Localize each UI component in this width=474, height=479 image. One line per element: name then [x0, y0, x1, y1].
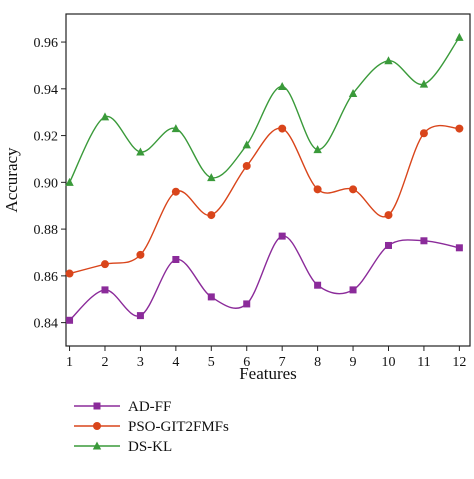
x-tick-label: 9	[350, 355, 357, 370]
y-tick-label: 0.86	[34, 270, 59, 285]
x-tick-label: 11	[417, 355, 430, 370]
legend-label: PSO-GIT2FMFs	[128, 419, 229, 435]
legend-marker	[93, 402, 101, 410]
data-point-ad-ff	[136, 312, 144, 320]
y-tick-label: 0.96	[34, 36, 59, 51]
x-tick-label: 4	[172, 355, 179, 370]
data-point-pso-git2fmfs	[207, 211, 216, 220]
data-point-ds-kl	[277, 81, 287, 90]
data-point-ds-kl	[242, 140, 251, 149]
legend-marker	[92, 441, 102, 450]
data-point-ds-kl	[100, 112, 110, 121]
x-tick-label: 7	[279, 355, 286, 370]
x-tick-label: 5	[208, 355, 215, 370]
data-point-pso-git2fmfs	[278, 124, 287, 133]
data-point-ad-ff	[455, 244, 463, 252]
data-point-ds-kl	[313, 145, 322, 154]
x-tick-label: 2	[101, 355, 108, 370]
y-tick-label: 0.94	[34, 83, 59, 98]
data-point-ad-ff	[66, 316, 74, 324]
data-point-pso-git2fmfs	[455, 124, 464, 133]
y-tick-label: 0.88	[34, 223, 59, 238]
legend-label: AD-FF	[128, 399, 171, 415]
data-point-ad-ff	[243, 300, 251, 308]
data-point-ds-kl	[419, 79, 429, 88]
data-point-ds-kl	[136, 147, 145, 156]
data-point-ds-kl	[171, 124, 181, 133]
series-group	[65, 32, 464, 324]
legend: AD-FF PSO-GIT2FMFs DS-KL	[74, 399, 229, 455]
plot-frame	[65, 13, 471, 347]
data-point-ad-ff	[101, 286, 109, 294]
x-tick-label: 6	[243, 355, 250, 370]
x-axis-label: Features	[239, 364, 297, 383]
x-tick-label: 1	[66, 355, 73, 370]
series-ad-ff	[66, 232, 463, 324]
y-tick-label: 0.92	[34, 130, 59, 145]
legend-label: DS-KL	[128, 439, 172, 455]
legend-item-pso-git2fmfs: PSO-GIT2FMFs	[74, 419, 229, 435]
series-ds-kl	[65, 32, 464, 186]
data-point-ds-kl	[384, 56, 393, 65]
data-point-pso-git2fmfs	[136, 250, 145, 259]
x-tick-label: 8	[314, 355, 321, 370]
data-point-ds-kl	[65, 177, 74, 186]
series-pso-git2fmfs	[65, 124, 464, 278]
data-point-pso-git2fmfs	[242, 161, 251, 170]
data-point-pso-git2fmfs	[100, 260, 109, 269]
series-line-ds-kl	[68, 36, 460, 183]
data-point-ad-ff	[420, 237, 428, 245]
x-tick-label: 3	[137, 355, 144, 370]
data-point-ad-ff	[207, 293, 215, 301]
data-point-pso-git2fmfs	[419, 129, 428, 138]
axis-ticks: 0.840.860.880.900.920.940.961 2 3 4 5 6 7 8 9 10 1…	[34, 36, 467, 370]
data-point-ad-ff	[349, 286, 357, 294]
data-point-pso-git2fmfs	[171, 187, 180, 196]
data-point-pso-git2fmfs	[65, 269, 74, 278]
data-point-ad-ff	[172, 255, 180, 263]
legend-marker	[93, 422, 101, 430]
data-point-pso-git2fmfs	[313, 185, 322, 194]
legend-item-ds-kl: DS-KL	[74, 439, 172, 455]
data-point-ds-kl	[348, 88, 358, 97]
data-point-ad-ff	[278, 232, 286, 240]
y-tick-label: 0.84	[34, 317, 59, 332]
y-axis-label: Accuracy	[2, 147, 21, 213]
series-line-ad-ff	[69, 235, 460, 321]
series-line-pso-git2fmfs	[69, 124, 460, 275]
legend-item-ad-ff: AD-FF	[74, 399, 171, 415]
x-tick-label: 12	[452, 355, 466, 370]
data-point-pso-git2fmfs	[349, 185, 358, 194]
x-tick-label: 10	[381, 355, 395, 370]
data-point-ds-kl	[455, 32, 464, 41]
y-tick-label: 0.90	[34, 176, 59, 191]
data-point-ad-ff	[384, 241, 392, 249]
data-point-ad-ff	[314, 281, 322, 289]
data-point-ds-kl	[207, 173, 216, 182]
data-point-pso-git2fmfs	[384, 211, 393, 220]
